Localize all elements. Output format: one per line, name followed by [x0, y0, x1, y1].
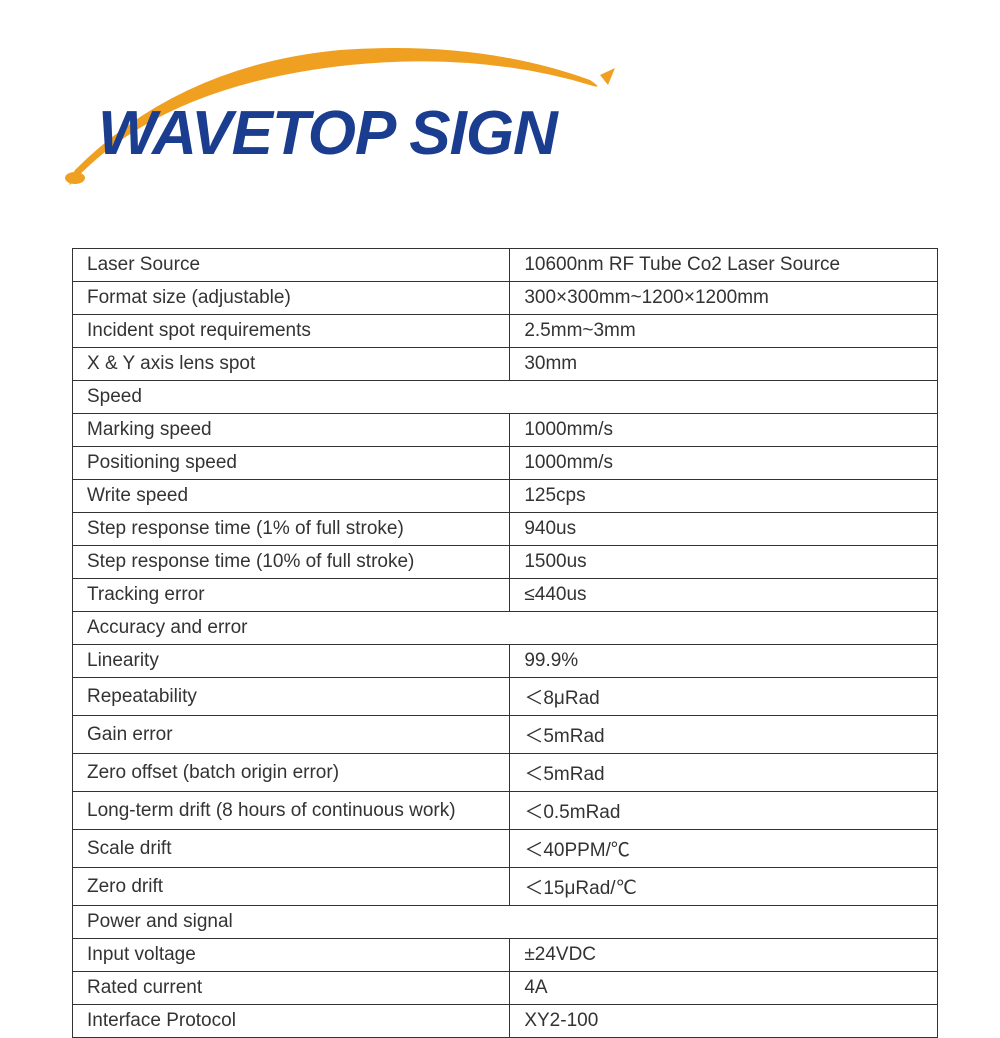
spec-value-cell: 10600nm RF Tube Co2 Laser Source [510, 249, 938, 282]
spec-label-cell: Interface Protocol [73, 1005, 510, 1038]
table-row: Speed [73, 381, 938, 414]
spec-value-cell: ＜8μRad [510, 678, 938, 716]
table-row: Gain error＜5mRad [73, 716, 938, 754]
table-row: Positioning speed1000mm/s [73, 447, 938, 480]
spec-label-cell: Zero offset (batch origin error) [73, 754, 510, 792]
spec-value-cell: 1000mm/s [510, 447, 938, 480]
table-row: Zero drift＜15μRad/℃ [73, 868, 938, 906]
table-row: Step response time (1% of full stroke)94… [73, 513, 938, 546]
spec-value-cell: 940us [510, 513, 938, 546]
spec-value-cell: ≤440us [510, 579, 938, 612]
table-row: Power and signal [73, 906, 938, 939]
spec-label-cell: Write speed [73, 480, 510, 513]
table-row: Linearity 99.9% [73, 645, 938, 678]
spec-label-cell: Input voltage [73, 939, 510, 972]
spec-value-cell: 125cps [510, 480, 938, 513]
spec-label-cell: Format size (adjustable) [73, 282, 510, 315]
spec-label-cell: Incident spot requirements [73, 315, 510, 348]
spec-label-cell: Laser Source [73, 249, 510, 282]
spec-label-cell: X & Y axis lens spot [73, 348, 510, 381]
table-row: Accuracy and error [73, 612, 938, 645]
spec-label-cell: Long-term drift (8 hours of continuous w… [73, 792, 510, 830]
table-row: Zero offset (batch origin error)＜5mRad [73, 754, 938, 792]
table-row: Tracking error≤440us [73, 579, 938, 612]
table-row: Format size (adjustable)300×300mm~1200×1… [73, 282, 938, 315]
table-row: Laser Source10600nm RF Tube Co2 Laser So… [73, 249, 938, 282]
spec-label-cell: Step response time (1% of full stroke) [73, 513, 510, 546]
spec-value-cell: ＜5mRad [510, 716, 938, 754]
spec-label-cell: Tracking error [73, 579, 510, 612]
spec-value-cell: XY2-100 [510, 1005, 938, 1038]
spec-value-cell: ＜15μRad/℃ [510, 868, 938, 906]
spec-value-cell: ＜5mRad [510, 754, 938, 792]
table-row: Long-term drift (8 hours of continuous w… [73, 792, 938, 830]
section-header-cell: Power and signal [73, 906, 938, 939]
table-row: Write speed125cps [73, 480, 938, 513]
table-row: Input voltage±24VDC [73, 939, 938, 972]
spec-label-cell: Scale drift [73, 830, 510, 868]
spec-value-cell: 2.5mm~3mm [510, 315, 938, 348]
spec-value-cell: ＜40PPM/℃ [510, 830, 938, 868]
logo-text: WAVETOP SIGN [98, 98, 557, 169]
table-row: Scale drift＜40PPM/℃ [73, 830, 938, 868]
spec-value-cell: 1000mm/s [510, 414, 938, 447]
spec-value-cell: 30mm [510, 348, 938, 381]
spec-value-cell: 300×300mm~1200×1200mm [510, 282, 938, 315]
logo-area: WAVETOP SIGN [60, 30, 620, 210]
spec-value-cell: ＜0.5mRad [510, 792, 938, 830]
table-row: Interface ProtocolXY2-100 [73, 1005, 938, 1038]
spec-label-cell: Linearity [73, 645, 510, 678]
table-row: X & Y axis lens spot30mm [73, 348, 938, 381]
table-row: Step response time (10% of full stroke)1… [73, 546, 938, 579]
section-header-cell: Speed [73, 381, 938, 414]
spec-value-cell: 1500us [510, 546, 938, 579]
spec-label-cell: Zero drift [73, 868, 510, 906]
section-header-cell: Accuracy and error [73, 612, 938, 645]
spec-label-cell: Repeatability [73, 678, 510, 716]
spec-table: Laser Source10600nm RF Tube Co2 Laser So… [72, 248, 938, 1038]
spec-label-cell: Gain error [73, 716, 510, 754]
spec-label-cell: Step response time (10% of full stroke) [73, 546, 510, 579]
spec-label-cell: Marking speed [73, 414, 510, 447]
spec-label-cell: Positioning speed [73, 447, 510, 480]
table-row: Marking speed1000mm/s [73, 414, 938, 447]
table-row: Incident spot requirements2.5mm~3mm [73, 315, 938, 348]
table-row: Repeatability＜8μRad [73, 678, 938, 716]
spec-value-cell: 99.9% [510, 645, 938, 678]
spec-value-cell: ±24VDC [510, 939, 938, 972]
